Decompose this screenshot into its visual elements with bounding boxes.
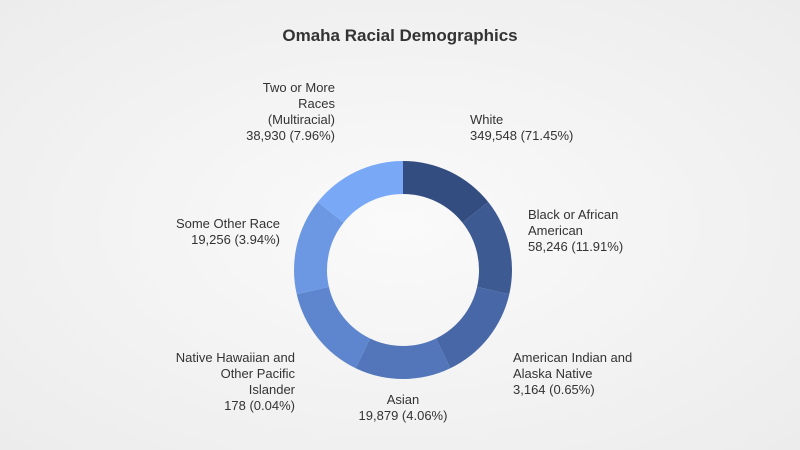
slice-label: Two or More Races (Multiracial) 38,930 (7… — [230, 80, 335, 144]
slice-value: 178 (0.04%) — [224, 398, 295, 413]
slice-label: Native Hawaiian and Other Pacific Island… — [175, 350, 295, 414]
slice-name: Asian — [386, 392, 420, 407]
slice-label: Black or African American 58,246 (11.91%) — [528, 207, 640, 255]
slice-label: White 349,548 (71.45%) — [470, 112, 620, 144]
slice-value: 38,930 (7.96%) — [246, 128, 335, 143]
slice-name: Native Hawaiian and Other Pacific Island… — [175, 350, 295, 397]
slice-name: Black or African American — [528, 207, 619, 238]
slice-value: 19,256 (3.94%) — [191, 232, 280, 247]
slice-value: 19,879 (4.06%) — [358, 408, 448, 423]
donut-slice — [435, 286, 510, 369]
donut-slice — [296, 286, 371, 369]
slice-label: Some Other Race 19,256 (3.94%) — [140, 216, 280, 248]
donut-slice — [462, 202, 512, 295]
slice-value: 58,246 (11.91%) — [528, 239, 624, 254]
slice-value: 349,548 (71.45%) — [470, 128, 574, 143]
slice-name: Two or More Races (Multiracial) — [262, 80, 335, 127]
slice-name: Some Other Race — [175, 216, 280, 231]
donut-slice — [355, 338, 451, 379]
donut-slice — [403, 161, 489, 223]
slice-label: Asian 19,879 (4.06%) — [323, 392, 483, 424]
chart-title: Omaha Racial Demographics — [282, 26, 518, 45]
slice-name: American Indian and Alaska Native — [513, 350, 633, 381]
slice-name: White — [470, 112, 504, 127]
donut-slice — [317, 161, 403, 223]
slice-label: American Indian and Alaska Native 3,164 (… — [513, 350, 638, 398]
donut-slice — [293, 202, 344, 295]
slice-value: 3,164 (0.65%) — [513, 382, 595, 397]
